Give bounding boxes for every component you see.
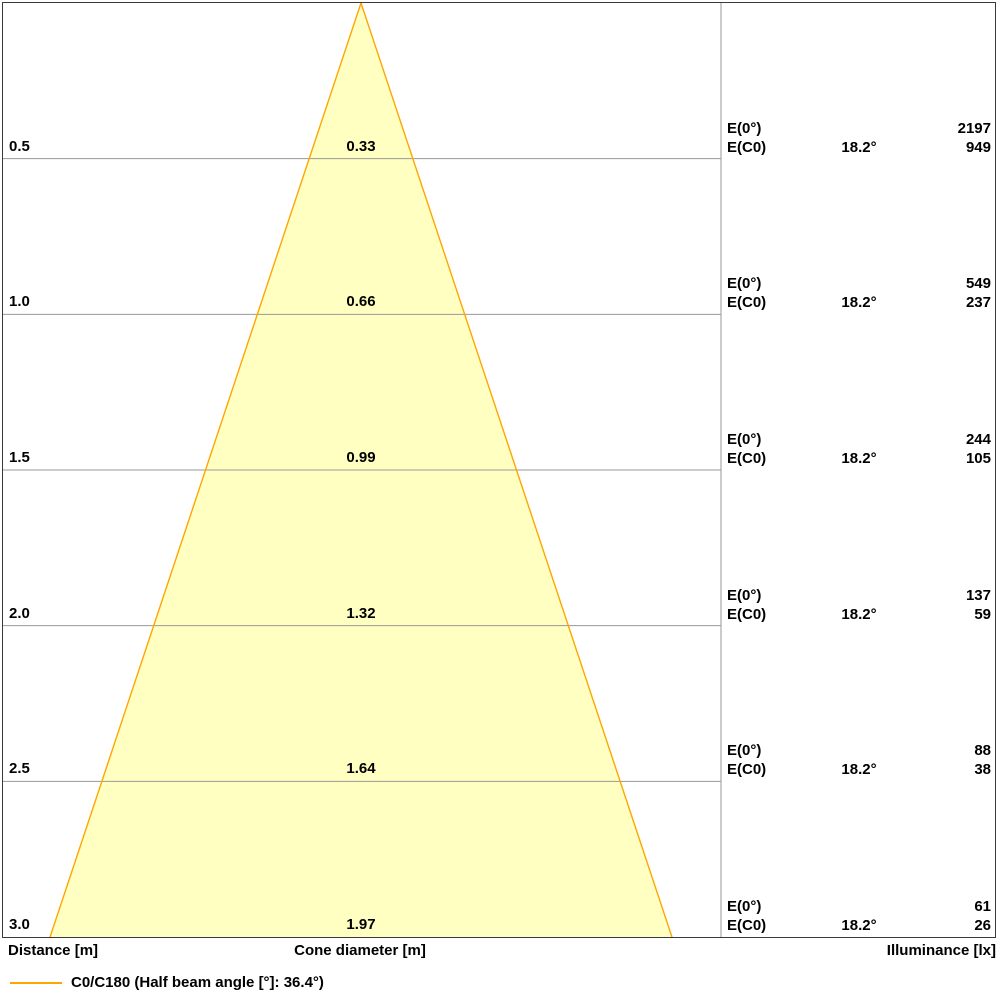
ec0-value: 949	[965, 138, 991, 156]
legend: C0/C180 (Half beam angle [°]: 36.4°)	[10, 971, 324, 995]
e0-label: E(0°)	[727, 898, 762, 915]
ec0-value: 38	[974, 761, 991, 779]
beam-angle-value: 18.2°	[841, 761, 877, 779]
legend-label: C0/C180 (Half beam angle [°]: 36.4°)	[71, 974, 324, 991]
cone-plot	[3, 3, 722, 937]
illuminance-line-e0: E(0°) 2197	[727, 119, 991, 138]
illuminance-row: E(0°) 549 E(C0) 18.2° 237	[727, 274, 991, 312]
e0-label: E(0°)	[727, 431, 762, 448]
x-axis-label-distance: Distance [m]	[8, 942, 99, 959]
e0-angle-spacer	[815, 586, 903, 605]
beam-angle-value: 18.2°	[841, 138, 877, 156]
distance-label: 3.0	[9, 916, 30, 933]
cone-edge-left	[49, 3, 362, 937]
x-axis-label-cone-diameter: Cone diameter [m]	[294, 942, 426, 959]
ec0-label: E(C0)	[727, 294, 767, 312]
distance-label: 2.0	[9, 604, 30, 622]
cone-diameter-label: 1.64	[346, 760, 376, 778]
cone-diameter-label: 1.97	[346, 916, 376, 933]
e0-angle-spacer	[815, 119, 903, 138]
illuminance-line-ec0: E(C0) 18.2° 105	[727, 449, 991, 468]
illuminance-row: E(0°) 61 E(C0) 18.2° 26	[727, 897, 991, 935]
ec0-label: E(C0)	[727, 761, 767, 779]
ec0-value: 59	[974, 605, 991, 623]
cone-diameter-label: 0.99	[346, 449, 376, 466]
e0-angle-spacer	[815, 274, 903, 293]
e0-label: E(0°)	[727, 119, 762, 137]
ec0-value: 26	[974, 917, 991, 934]
illuminance-row: E(0°) 2197 E(C0) 18.2° 949	[727, 119, 991, 157]
cone-diameter-label: 0.33	[346, 137, 376, 155]
chart-area: 0.5 0.33 E(0°) 2197 E(C0) 18.2° 949 1.0 0.66 E(0°…	[2, 2, 996, 938]
distance-label: 2.5	[9, 760, 30, 778]
illuminance-row: E(0°) 137 E(C0) 18.2° 59	[727, 586, 991, 624]
distance-label: 1.0	[9, 293, 30, 311]
x-axis-label-illuminance: Illuminance [lx]	[886, 942, 996, 959]
ec0-label: E(C0)	[727, 605, 767, 623]
e0-value: 549	[965, 275, 991, 293]
illuminance-line-ec0: E(C0) 18.2° 237	[727, 293, 991, 312]
illuminance-line-e0: E(0°) 61	[727, 897, 991, 916]
distance-label: 0.5	[9, 137, 30, 155]
illuminance-row: E(0°) 244 E(C0) 18.2° 105	[727, 430, 991, 468]
cone-edge-right	[360, 3, 673, 937]
distance-label: 1.5	[9, 449, 30, 466]
ec0-label: E(C0)	[727, 138, 767, 156]
e0-value: 61	[974, 898, 991, 915]
e0-value: 88	[974, 742, 991, 760]
cone-diameter-label: 0.66	[346, 293, 376, 311]
e0-angle-spacer	[815, 430, 903, 449]
e0-value: 244	[965, 431, 991, 448]
beam-angle-value: 18.2°	[841, 450, 877, 467]
e0-angle-spacer	[815, 741, 903, 760]
beam-angle-value: 18.2°	[841, 605, 877, 623]
illuminance-line-e0: E(0°) 88	[727, 741, 991, 760]
cone-diameter-label: 1.32	[346, 604, 376, 622]
e0-label: E(0°)	[727, 275, 762, 293]
ec0-value: 237	[965, 294, 991, 312]
beam-angle-value: 18.2°	[841, 294, 877, 312]
illuminance-line-e0: E(0°) 137	[727, 586, 991, 605]
ec0-value: 105	[965, 450, 991, 467]
e0-label: E(0°)	[727, 742, 762, 760]
ec0-label: E(C0)	[727, 450, 767, 467]
beam-angle-value: 18.2°	[841, 917, 877, 934]
illuminance-line-ec0: E(C0) 18.2° 59	[727, 605, 991, 624]
e0-label: E(0°)	[727, 586, 762, 604]
illuminance-row: E(0°) 88 E(C0) 18.2° 38	[727, 741, 991, 779]
e0-value: 137	[965, 586, 991, 604]
ec0-label: E(C0)	[727, 917, 767, 934]
illuminance-line-e0: E(0°) 549	[727, 274, 991, 293]
illuminance-line-ec0: E(C0) 18.2° 38	[727, 760, 991, 779]
e0-value: 2197	[957, 119, 991, 137]
legend-line-swatch	[10, 982, 62, 984]
illuminance-line-e0: E(0°) 244	[727, 430, 991, 449]
illuminance-line-ec0: E(C0) 18.2° 26	[727, 916, 991, 935]
e0-angle-spacer	[815, 897, 903, 916]
illuminance-line-ec0: E(C0) 18.2° 949	[727, 138, 991, 157]
